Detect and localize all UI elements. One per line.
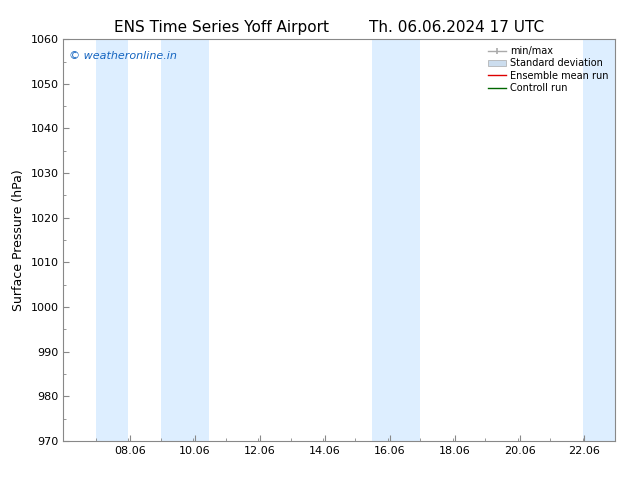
Text: Th. 06.06.2024 17 UTC: Th. 06.06.2024 17 UTC [369,20,544,35]
Bar [583,39,615,441]
Bar [161,39,209,441]
Legend: min/max, Standard deviation, Ensemble mean run, Controll run: min/max, Standard deviation, Ensemble me… [486,44,610,95]
Text: ENS Time Series Yoff Airport: ENS Time Series Yoff Airport [114,20,330,35]
Bar [404,39,420,441]
Y-axis label: Surface Pressure (hPa): Surface Pressure (hPa) [12,169,25,311]
Bar [372,39,404,441]
Bar [96,39,128,441]
Text: © weatheronline.in: © weatheronline.in [69,51,177,61]
